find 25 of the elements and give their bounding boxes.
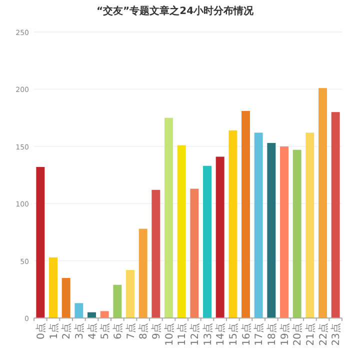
- x-tick-label: 18点: [266, 323, 278, 346]
- x-tick-label: 11点: [176, 323, 188, 346]
- x-tick-label: 3点: [73, 323, 86, 340]
- x-tick-label: 22点: [317, 323, 330, 346]
- x-tick-label: 9点: [150, 323, 162, 340]
- x-tick-label: 17点: [253, 323, 266, 346]
- title: “交友”专题文章之24小时分布情况: [96, 6, 254, 17]
- x-tick-label: 21点: [304, 323, 316, 346]
- x-tick-label: 20点: [292, 323, 304, 346]
- x-tick-label: 8点: [138, 323, 150, 340]
- x-tick-label: 14点: [214, 323, 227, 346]
- x-tick-label: 5点: [99, 323, 112, 340]
- x-tick-label: 19点: [278, 323, 291, 346]
- x-tick-label: 2点: [60, 323, 73, 340]
- x-tick-label: 7点: [124, 323, 137, 340]
- x-tick-label: 15点: [227, 323, 240, 346]
- x-tick-label: 12点: [188, 323, 201, 346]
- x-tick-label: 10点: [163, 323, 176, 346]
- x-tick-label: 4点: [86, 323, 98, 340]
- x-tick-label: 13点: [202, 323, 214, 346]
- x-tick-label: 16点: [240, 323, 252, 346]
- x-tick-label: 1点: [48, 323, 60, 340]
- x-tick-label: 6点: [112, 323, 124, 340]
- x-tick-label: 23点: [330, 323, 342, 346]
- x-tick-label: 0点: [34, 323, 47, 340]
